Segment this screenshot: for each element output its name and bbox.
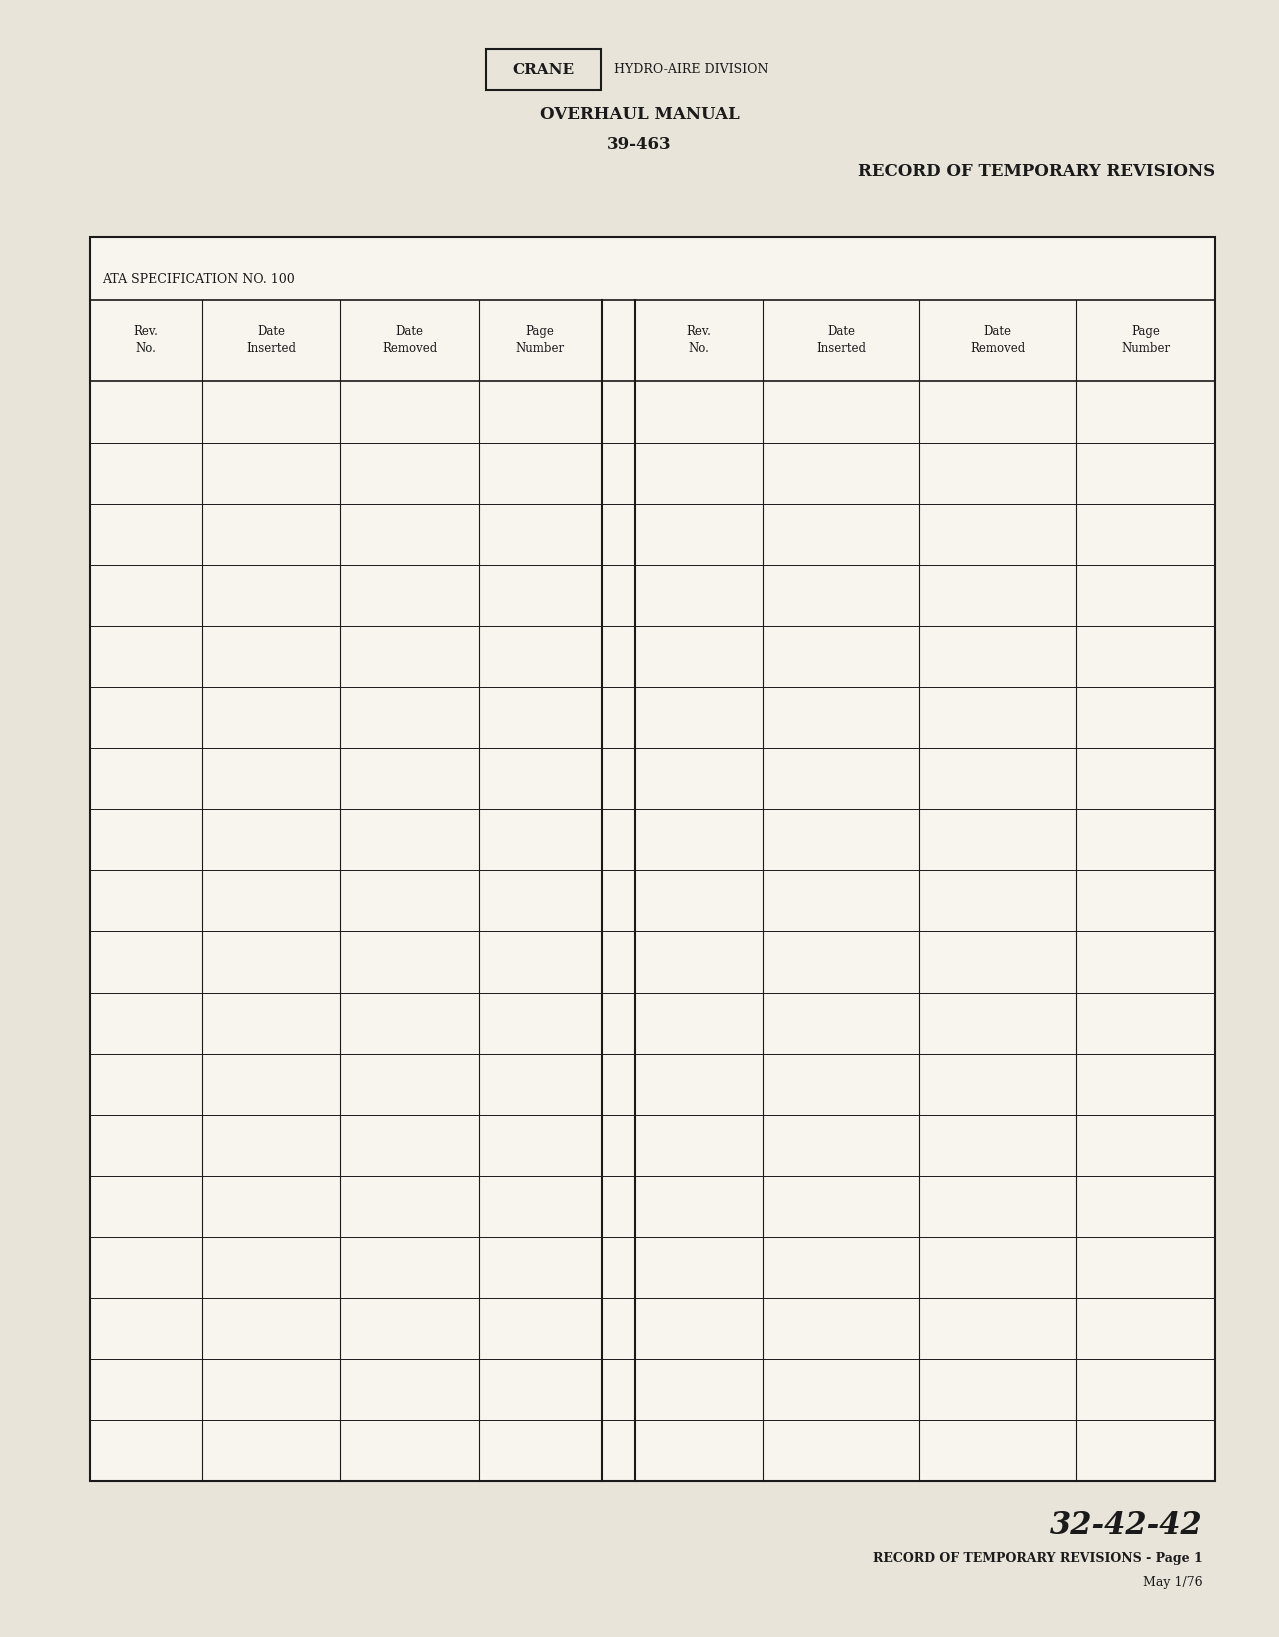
Text: RECORD OF TEMPORARY REVISIONS - Page 1: RECORD OF TEMPORARY REVISIONS - Page 1: [872, 1552, 1202, 1565]
Text: Page
Number: Page Number: [515, 326, 565, 355]
Text: ATA SPECIFICATION NO. 100: ATA SPECIFICATION NO. 100: [102, 273, 295, 286]
Text: Date
Removed: Date Removed: [969, 326, 1026, 355]
Text: Date
Removed: Date Removed: [382, 326, 437, 355]
Text: Date
Inserted: Date Inserted: [247, 326, 297, 355]
Text: 39-463: 39-463: [608, 136, 671, 152]
Text: CRANE: CRANE: [513, 62, 574, 77]
Text: Page
Number: Page Number: [1120, 326, 1170, 355]
Text: 32-42-42: 32-42-42: [1050, 1511, 1202, 1540]
Text: RECORD OF TEMPORARY REVISIONS: RECORD OF TEMPORARY REVISIONS: [858, 164, 1215, 180]
Text: OVERHAUL MANUAL: OVERHAUL MANUAL: [540, 106, 739, 123]
Text: Rev.
No.: Rev. No.: [687, 326, 711, 355]
Text: Rev.
No.: Rev. No.: [133, 326, 159, 355]
Text: HYDRO-AIRE DIVISION: HYDRO-AIRE DIVISION: [614, 64, 769, 75]
Text: Date
Inserted: Date Inserted: [816, 326, 866, 355]
Text: May 1/76: May 1/76: [1142, 1576, 1202, 1590]
FancyBboxPatch shape: [90, 237, 1215, 1481]
